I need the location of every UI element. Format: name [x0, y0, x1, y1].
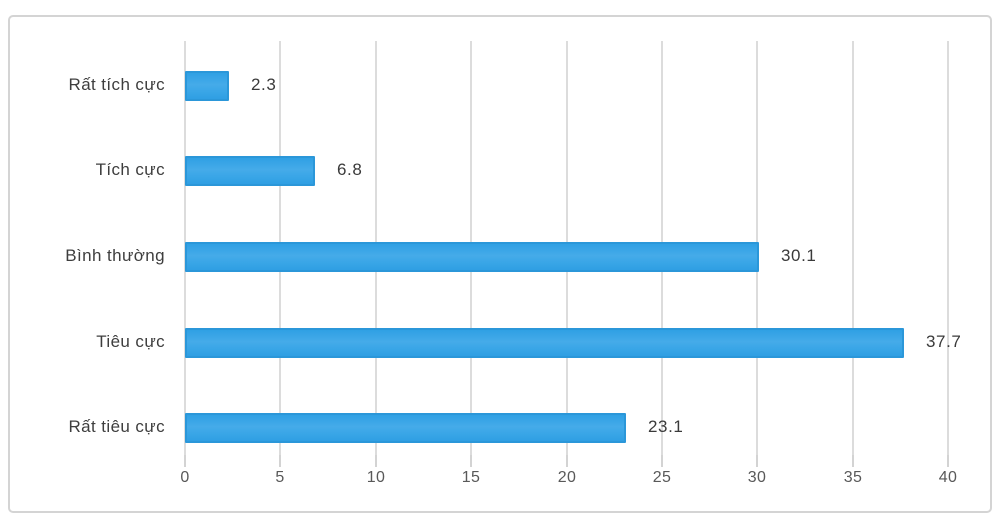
bar-4 — [185, 328, 904, 358]
x-axis-tick-label: 40 — [938, 469, 958, 486]
x-axis-tick-label: 5 — [275, 469, 285, 486]
bar-1 — [185, 71, 229, 101]
value-label: 6.8 — [337, 160, 363, 179]
x-axis-tick-mark — [470, 455, 472, 467]
x-axis-tick-mark — [279, 455, 281, 467]
bar-chart-plot-area: 0 5 10 15 20 25 30 35 40 Rất tích cực 2.3 Tích cực 6… — [10, 17, 990, 511]
bar-3 — [185, 242, 759, 272]
category-label: Tích cực — [95, 160, 165, 179]
category-label: Tiêu cực — [96, 332, 165, 351]
bar-5 — [185, 413, 626, 443]
category-label: Rất tiêu cực — [68, 417, 165, 436]
x-axis-tick-mark — [661, 455, 663, 467]
x-axis-tick-label: 35 — [843, 469, 863, 486]
x-axis-tick-mark — [375, 455, 377, 467]
value-label: 2.3 — [251, 75, 277, 94]
bar-2 — [185, 156, 315, 186]
x-axis-tick-label: 0 — [180, 469, 190, 486]
x-axis-tick-mark — [756, 455, 758, 467]
x-axis-tick-label: 20 — [557, 469, 577, 486]
x-axis-tick-label: 10 — [366, 469, 386, 486]
x-axis-tick-mark — [947, 455, 949, 467]
x-axis-tick-label: 15 — [461, 469, 481, 486]
gridline-x-35 — [852, 41, 854, 455]
chart-frame: 0 5 10 15 20 25 30 35 40 Rất tích cực 2.3 Tích cực 6… — [8, 15, 992, 513]
value-label: 30.1 — [781, 246, 817, 265]
gridline-x-40 — [947, 41, 949, 455]
value-label: 37.7 — [926, 332, 962, 351]
x-axis-tick-mark — [852, 455, 854, 467]
x-axis-tick-label: 25 — [652, 469, 672, 486]
x-axis-tick-mark — [566, 455, 568, 467]
x-axis-tick-label: 30 — [747, 469, 767, 486]
category-label: Bình thường — [65, 246, 165, 265]
x-axis-tick-mark — [184, 455, 186, 467]
category-label: Rất tích cực — [68, 75, 165, 94]
value-label: 23.1 — [648, 417, 684, 436]
